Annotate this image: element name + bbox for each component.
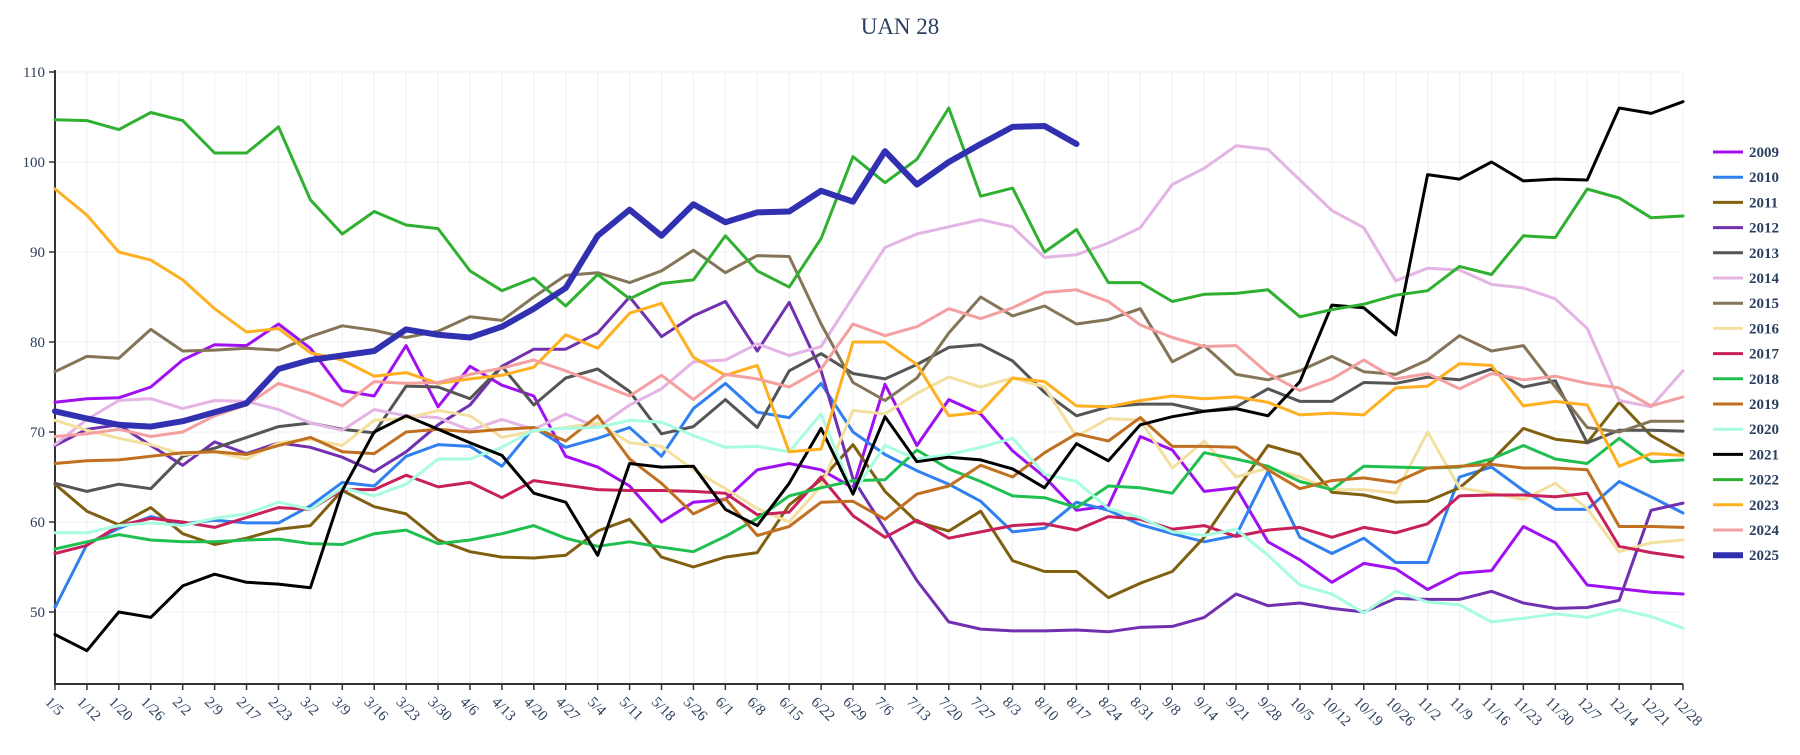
y-tick-label: 60 <box>30 515 45 531</box>
legend-label: 2012 <box>1749 221 1779 237</box>
y-tick-label: 90 <box>30 245 45 261</box>
x-tick-label: 5/4 <box>584 694 609 719</box>
legend-label: 2024 <box>1749 523 1780 539</box>
x-tick-label: 3/16 <box>361 694 392 725</box>
legend-label: 2015 <box>1749 296 1779 312</box>
x-tick-label: 4/27 <box>552 694 583 725</box>
series-line <box>53 248 1685 434</box>
legend-label: 2025 <box>1749 548 1779 564</box>
x-tick-label: 11/23 <box>1510 694 1545 729</box>
legend-label: 2014 <box>1749 271 1780 287</box>
series-line <box>53 295 1685 634</box>
x-tick-label: 6/29 <box>839 694 869 724</box>
x-tick-label: 11/2 <box>1414 694 1444 724</box>
x-tick-label: 10/26 <box>1382 694 1418 730</box>
x-tick-label: 12/14 <box>1606 694 1642 730</box>
legend-label: 2011 <box>1749 195 1778 211</box>
y-tick-label: 110 <box>23 65 45 81</box>
x-tick-label: 2/2 <box>169 694 194 719</box>
x-tick-label: 2/17 <box>233 694 264 725</box>
x-tick-label: 11/30 <box>1542 694 1577 729</box>
x-tick-label: 6/22 <box>808 694 838 724</box>
y-tick-label: 100 <box>23 155 46 171</box>
x-tick-label: 7/6 <box>871 694 896 719</box>
legend-label: 2017 <box>1749 347 1780 363</box>
series-line <box>53 381 1685 609</box>
x-tick-label: 5/18 <box>648 694 678 724</box>
series-line <box>53 414 1685 537</box>
series-line <box>53 100 1685 653</box>
x-tick-label: 3/2 <box>297 694 322 719</box>
x-tick-label: 1/26 <box>137 694 168 725</box>
legend-label: 2022 <box>1749 473 1779 489</box>
legend-label: 2023 <box>1749 498 1779 514</box>
x-tick-label: 2/9 <box>201 694 226 719</box>
series-line <box>53 106 1685 319</box>
x-tick-label: 9/14 <box>1191 694 1222 725</box>
series-line <box>53 436 1685 554</box>
series-line <box>53 473 1685 559</box>
x-tick-label: 6/1 <box>712 694 737 719</box>
x-tick-label: 8/3 <box>999 694 1024 719</box>
x-tick-label: 3/9 <box>329 694 354 719</box>
y-tick-label: 50 <box>30 605 45 621</box>
x-tick-label: 4/13 <box>488 694 518 724</box>
legend-label: 2016 <box>1749 321 1780 337</box>
chart-title: UAN 28 <box>861 14 940 39</box>
x-tick-label: 12/7 <box>1574 694 1605 725</box>
x-tick-label: 3/23 <box>393 694 423 724</box>
x-tick-label: 12/28 <box>1669 694 1704 729</box>
x-tick-label: 9/21 <box>1222 694 1252 724</box>
x-tick-label: 11/9 <box>1446 694 1476 724</box>
series-line <box>53 375 1685 554</box>
x-tick-label: 8/17 <box>1063 694 1094 725</box>
x-tick-label: 10/19 <box>1350 694 1385 729</box>
series-line <box>53 288 1685 438</box>
x-tick-label: 1/5 <box>41 694 66 719</box>
x-tick-label: 4/20 <box>520 694 550 724</box>
x-tick-label: 2/23 <box>265 694 295 724</box>
legend-label: 2019 <box>1749 397 1779 413</box>
x-tick-label: 5/11 <box>616 694 646 724</box>
x-tick-label: 9/8 <box>1159 694 1184 719</box>
legend-label: 2020 <box>1749 422 1779 438</box>
x-tick-label: 3/30 <box>424 694 454 724</box>
series-line <box>53 144 1685 447</box>
y-tick-label: 70 <box>30 425 45 441</box>
x-tick-label: 1/20 <box>105 694 135 724</box>
x-tick-label: 11/16 <box>1478 694 1513 729</box>
series-line <box>52 123 1080 430</box>
x-tick-label: 7/13 <box>903 694 933 724</box>
x-tick-label: 9/28 <box>1254 694 1284 724</box>
series-line <box>53 412 1685 630</box>
x-tick-label: 10/5 <box>1286 694 1316 724</box>
x-tick-label: 6/15 <box>776 694 806 724</box>
legend-label: 2013 <box>1749 246 1779 262</box>
legend-label: 2010 <box>1749 170 1779 186</box>
x-tick-label: 12/21 <box>1637 694 1672 729</box>
x-tick-label: 8/10 <box>1031 694 1061 724</box>
x-tick-label: 4/6 <box>456 694 481 719</box>
x-tick-label: 8/24 <box>1095 694 1126 725</box>
x-tick-label: 5/26 <box>680 694 711 725</box>
legend-label: 2018 <box>1749 372 1779 388</box>
y-tick-label: 80 <box>30 335 45 351</box>
x-tick-label: 7/27 <box>967 694 998 725</box>
x-tick-label: 10/12 <box>1318 694 1353 729</box>
series-line <box>53 322 1685 596</box>
legend-label: 2009 <box>1749 145 1779 161</box>
x-tick-label: 8/31 <box>1127 694 1157 724</box>
x-tick-label: 1/12 <box>73 694 103 724</box>
legend-label: 2021 <box>1749 447 1779 463</box>
x-tick-label: 7/20 <box>935 694 965 724</box>
x-tick-label: 6/8 <box>744 694 769 719</box>
